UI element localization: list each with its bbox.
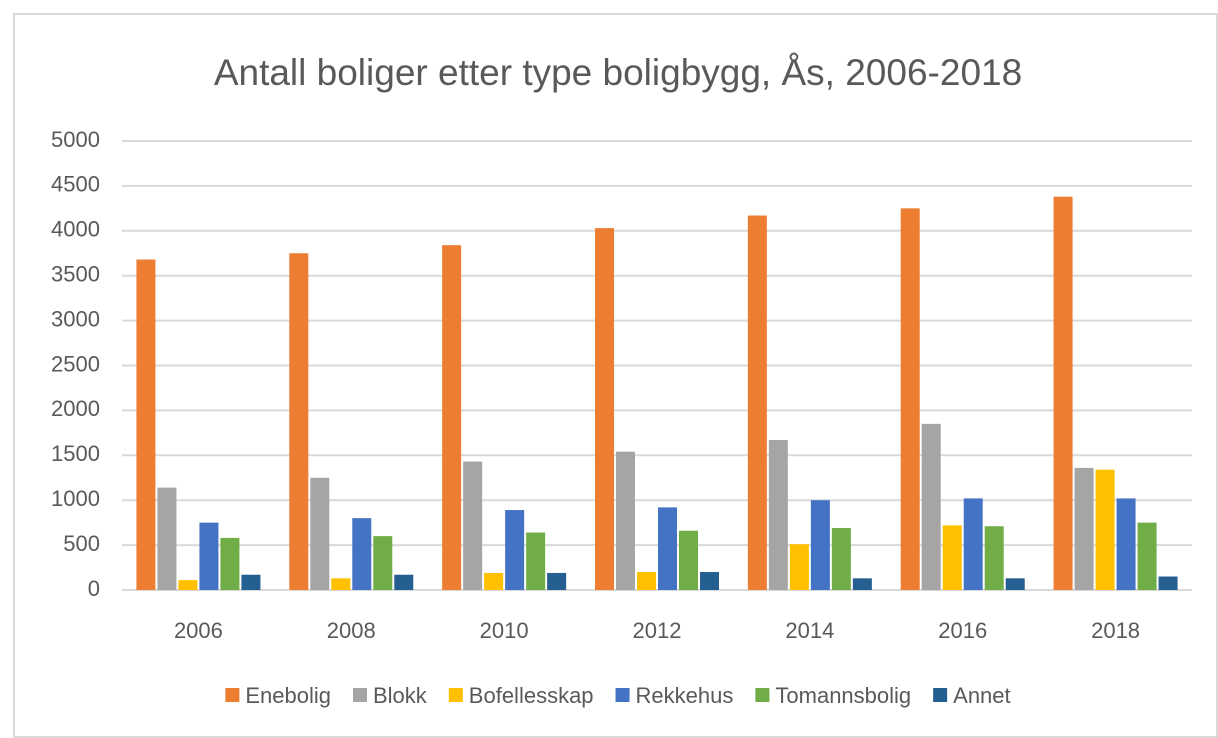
bar	[199, 522, 219, 590]
y-tick-label: 0	[88, 576, 100, 601]
x-tick-label: 2008	[327, 618, 376, 643]
chart-border	[13, 13, 1218, 738]
legend-label: Enebolig	[245, 683, 331, 708]
bar	[595, 228, 614, 590]
legend-label: Blokk	[373, 683, 428, 708]
bar	[178, 580, 198, 590]
bar	[921, 423, 941, 590]
bar	[310, 477, 330, 590]
x-tick-label: 2018	[1091, 618, 1140, 643]
bar	[484, 572, 504, 590]
x-tick-label: 2016	[938, 618, 987, 643]
bar	[679, 530, 698, 590]
legend-label: Tomannsbolig	[775, 683, 911, 708]
y-tick-label: 2000	[51, 396, 100, 421]
y-tick-label: 1500	[51, 441, 100, 466]
bar	[700, 572, 719, 590]
y-tick-label: 3000	[51, 306, 100, 331]
bar	[942, 525, 962, 590]
bar	[505, 510, 525, 590]
bar	[637, 572, 656, 590]
bar	[1116, 498, 1136, 590]
bar	[331, 578, 351, 590]
legend-swatch	[615, 688, 630, 702]
bar	[1095, 469, 1115, 590]
bar	[789, 544, 809, 590]
y-tick-label: 500	[63, 531, 100, 556]
bar	[526, 532, 546, 590]
y-tick-label: 3500	[51, 262, 100, 287]
bar	[900, 208, 920, 590]
bar	[984, 526, 1004, 590]
bar	[373, 536, 393, 590]
bar	[463, 461, 483, 590]
bar	[157, 487, 177, 590]
bar	[289, 253, 309, 590]
chart-title: Antall boliger etter type boligbygg, Ås,…	[214, 52, 1022, 93]
legend-label: Rekkehus	[636, 683, 734, 708]
legend-swatch	[448, 688, 463, 702]
bar	[768, 440, 788, 590]
bar	[442, 245, 462, 590]
bar	[963, 498, 983, 590]
y-tick-label: 4500	[51, 172, 100, 197]
bar	[136, 259, 156, 590]
bar	[1005, 578, 1025, 590]
bar	[810, 500, 830, 590]
legend-label: Annet	[953, 683, 1011, 708]
x-tick-label: 2014	[785, 618, 834, 643]
y-tick-label: 2500	[51, 351, 100, 376]
bar	[1158, 576, 1178, 590]
legend-label: Bofellesskap	[469, 683, 594, 708]
bar	[352, 518, 372, 590]
y-tick-label: 1000	[51, 486, 100, 511]
legend-swatch	[353, 688, 367, 702]
bar	[1137, 522, 1157, 590]
legend-swatch	[933, 688, 948, 702]
bar	[616, 451, 635, 590]
y-tick-label: 5000	[51, 127, 100, 152]
y-tick-label: 4000	[51, 217, 100, 242]
bar	[220, 537, 240, 590]
bar	[241, 574, 261, 590]
bar	[547, 572, 567, 590]
bar	[658, 507, 677, 590]
x-tick-label: 2012	[633, 618, 682, 643]
legend-swatch	[225, 688, 240, 702]
bar	[1074, 467, 1094, 590]
x-tick-label: 2006	[174, 618, 223, 643]
bar	[852, 578, 872, 590]
bar	[394, 574, 414, 590]
bar	[1053, 196, 1073, 590]
bar	[831, 528, 851, 590]
x-tick-label: 2010	[480, 618, 529, 643]
legend-swatch	[755, 688, 770, 702]
bar	[747, 215, 767, 590]
